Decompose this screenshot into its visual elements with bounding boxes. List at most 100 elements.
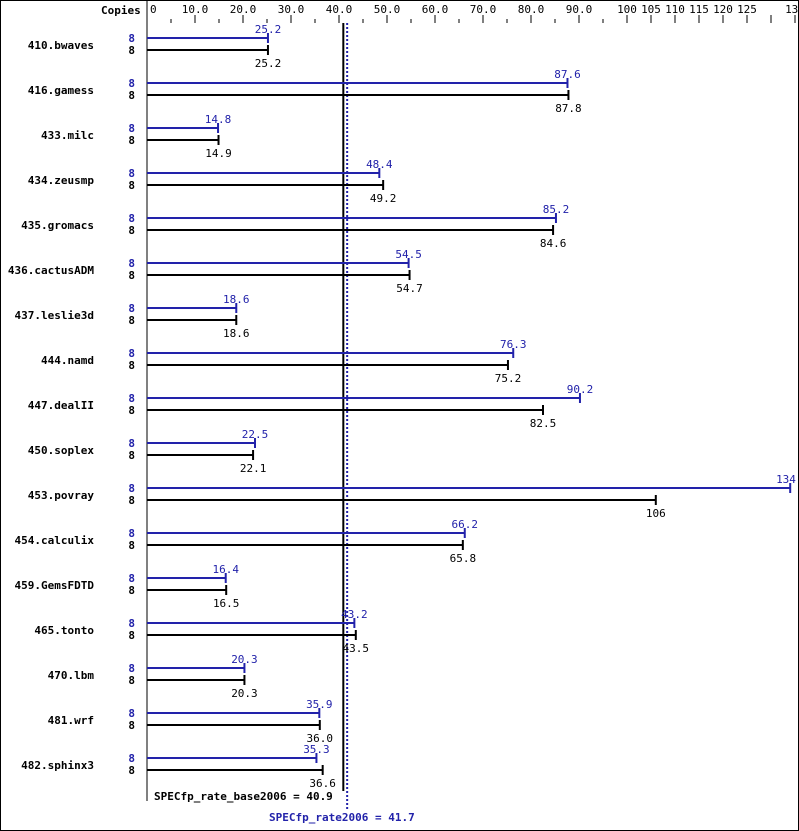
base-value-label: 87.8 <box>555 102 582 115</box>
x-tick-label: 80.0 <box>518 3 545 16</box>
copies-label: 8 <box>128 707 135 720</box>
base-value-label: 49.2 <box>370 192 397 205</box>
x-tick-label: 120 <box>713 3 733 16</box>
base-reference-label: SPECfp_rate_base2006 = 40.9 <box>154 790 333 803</box>
peak-value-label: 134 <box>776 473 796 486</box>
x-tick-label: 30.0 <box>278 3 305 16</box>
x-tick-label: 20.0 <box>230 3 257 16</box>
peak-value-label: 20.3 <box>231 653 258 666</box>
peak-reference-label: SPECfp_rate2006 = 41.7 <box>269 811 415 824</box>
copies-label: 8 <box>128 257 135 270</box>
copies-label: 8 <box>128 224 135 237</box>
base-value-label: 84.6 <box>540 237 567 250</box>
x-tick-label: 100 <box>617 3 637 16</box>
peak-value-label: 66.2 <box>452 518 479 531</box>
x-tick-label: 115 <box>689 3 709 16</box>
peak-value-label: 14.8 <box>205 113 232 126</box>
copies-label: 8 <box>128 89 135 102</box>
copies-label: 8 <box>128 752 135 765</box>
copies-label: 8 <box>128 314 135 327</box>
base-value-label: 54.7 <box>396 282 423 295</box>
base-value-label: 43.5 <box>343 642 370 655</box>
base-value-label: 22.1 <box>240 462 267 475</box>
copies-label: 8 <box>128 44 135 57</box>
copies-label: 8 <box>128 77 135 90</box>
copies-label: 8 <box>128 617 135 630</box>
peak-value-label: 22.5 <box>242 428 269 441</box>
benchmark-label: 454.calculix <box>15 534 95 547</box>
peak-value-label: 54.5 <box>395 248 422 261</box>
copies-label: 8 <box>128 584 135 597</box>
base-value-label: 36.0 <box>307 732 334 745</box>
x-tick-label: 110 <box>665 3 685 16</box>
peak-value-label: 87.6 <box>554 68 581 81</box>
copies-label: 8 <box>128 437 135 450</box>
benchmark-label: 482.sphinx3 <box>21 759 94 772</box>
benchmark-label: 435.gromacs <box>21 219 94 232</box>
base-value-label: 18.6 <box>223 327 250 340</box>
x-tick-label: 60.0 <box>422 3 449 16</box>
copies-label: 8 <box>128 167 135 180</box>
x-tick-label: 10.0 <box>182 3 209 16</box>
peak-value-label: 85.2 <box>543 203 570 216</box>
peak-value-label: 18.6 <box>223 293 250 306</box>
base-value-label: 106 <box>646 507 666 520</box>
copies-label: 8 <box>128 482 135 495</box>
x-tick-label: 90.0 <box>566 3 593 16</box>
base-value-label: 14.9 <box>205 147 232 160</box>
copies-label: 8 <box>128 527 135 540</box>
benchmark-label: 437.leslie3d <box>15 309 94 322</box>
benchmark-label: 459.GemsFDTD <box>15 579 95 592</box>
copies-label: 8 <box>128 662 135 675</box>
peak-value-label: 35.9 <box>306 698 333 711</box>
x-tick-label: 125 <box>737 3 757 16</box>
copies-label: 8 <box>128 539 135 552</box>
benchmark-label: 410.bwaves <box>28 39 94 52</box>
x-tick-label: 135 <box>785 3 798 16</box>
copies-label: 8 <box>128 764 135 777</box>
peak-value-label: 16.4 <box>212 563 239 576</box>
copies-label: 8 <box>128 494 135 507</box>
copies-label: 8 <box>128 179 135 192</box>
benchmark-label: 434.zeusmp <box>28 174 95 187</box>
peak-value-label: 90.2 <box>567 383 594 396</box>
x-tick-label: 50.0 <box>374 3 401 16</box>
copies-label: 8 <box>128 212 135 225</box>
benchmark-label: 433.milc <box>41 129 94 142</box>
copies-label: 8 <box>128 572 135 585</box>
benchmark-label: 450.soplex <box>28 444 95 457</box>
x-tick-label: 40.0 <box>326 3 353 16</box>
base-value-label: 20.3 <box>231 687 258 700</box>
copies-label: 8 <box>128 122 135 135</box>
benchmark-label: 444.namd <box>41 354 94 367</box>
copies-label: 8 <box>128 302 135 315</box>
copies-label: 8 <box>128 629 135 642</box>
benchmark-label: 481.wrf <box>48 714 94 727</box>
copies-label: 8 <box>128 32 135 45</box>
benchmark-label: 465.tonto <box>34 624 94 637</box>
benchmark-label: 470.lbm <box>48 669 95 682</box>
base-value-label: 16.5 <box>213 597 240 610</box>
base-value-label: 75.2 <box>495 372 522 385</box>
x-tick-label: 105 <box>641 3 661 16</box>
base-value-label: 36.6 <box>309 777 336 790</box>
benchmark-label: 436.cactusADM <box>8 264 94 277</box>
benchmark-label: 416.gamess <box>28 84 94 97</box>
copies-label: 8 <box>128 404 135 417</box>
base-value-label: 25.2 <box>255 57 282 70</box>
copies-label: 8 <box>128 674 135 687</box>
copies-label: 8 <box>128 347 135 360</box>
x-axis-label: Copies <box>101 4 141 17</box>
x-tick-label: 70.0 <box>470 3 497 16</box>
copies-label: 8 <box>128 359 135 372</box>
copies-label: 8 <box>128 449 135 462</box>
peak-value-label: 35.3 <box>303 743 330 756</box>
x-tick-label: 0 <box>150 3 157 16</box>
peak-value-label: 43.2 <box>341 608 368 621</box>
copies-label: 8 <box>128 134 135 147</box>
base-value-label: 65.8 <box>450 552 477 565</box>
copies-label: 8 <box>128 392 135 405</box>
copies-label: 8 <box>128 269 135 282</box>
